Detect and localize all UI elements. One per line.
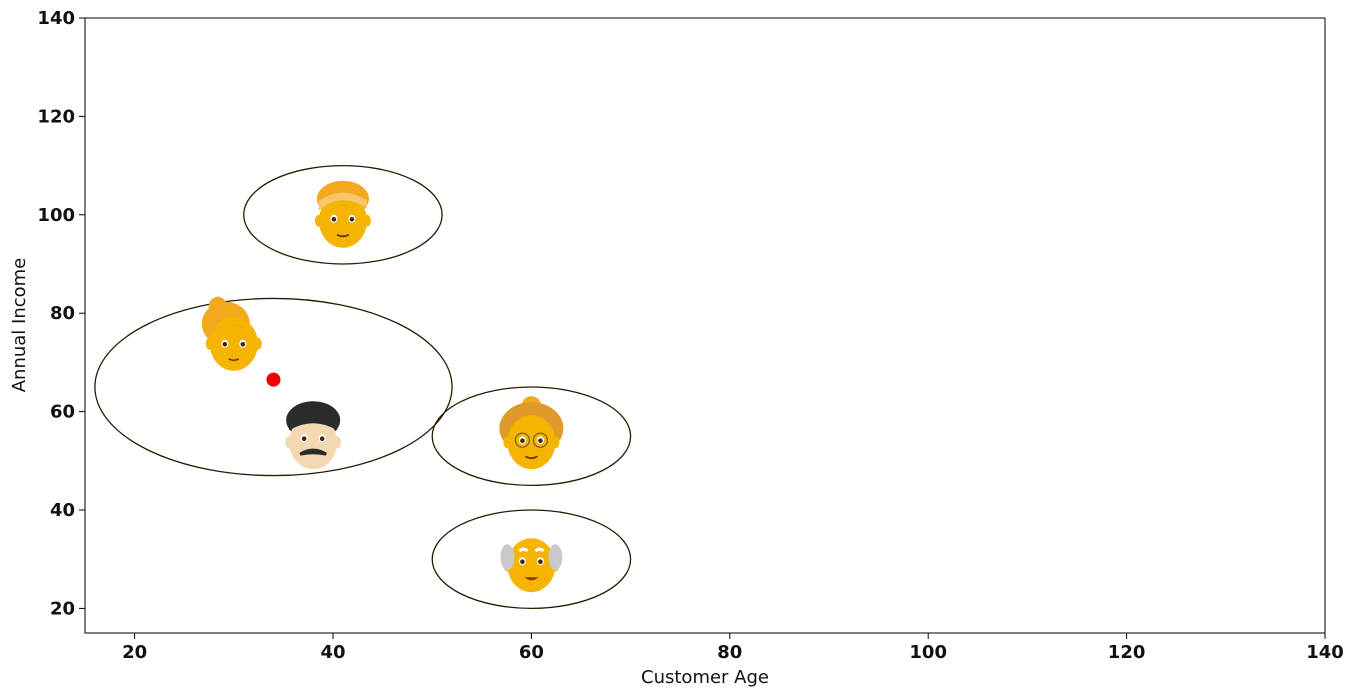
x-tick-label: 20 [122, 642, 147, 663]
face [289, 415, 338, 470]
ear [205, 337, 214, 350]
man-mustache-icon [285, 401, 342, 470]
y-tick-label: 60 [50, 402, 75, 423]
y-tick-label: 80 [50, 303, 75, 324]
pupil [538, 438, 543, 443]
old-woman-icon [499, 396, 564, 470]
pupil [331, 217, 337, 222]
pupil [520, 559, 525, 564]
woman-blonde-icon [201, 296, 262, 371]
bangs [208, 324, 259, 336]
cluster-ellipse [94, 297, 453, 477]
x-tick-label: 140 [1306, 642, 1344, 663]
y-tick-label: 140 [37, 8, 75, 29]
y-tick-label: 20 [50, 598, 75, 619]
pupil [349, 217, 355, 222]
x-tick-label: 120 [1108, 642, 1146, 663]
face [318, 193, 367, 248]
ear [362, 214, 371, 227]
hairline [318, 192, 367, 211]
face [209, 316, 258, 371]
y-tick-label: 120 [37, 106, 75, 127]
mouth [336, 233, 350, 238]
y-axis-title: Annual Income [9, 258, 30, 393]
pupil [222, 342, 228, 347]
ear [285, 436, 294, 449]
cluster-ellipse [243, 164, 443, 265]
face [507, 415, 556, 470]
pupil [538, 559, 543, 564]
old-man-icon [500, 538, 563, 593]
x-tick-label: 60 [519, 642, 544, 663]
x-axis-title: Customer Age [641, 667, 769, 688]
ear [314, 214, 323, 227]
y-tick-label: 40 [50, 500, 75, 521]
cluster-ellipses [94, 164, 632, 610]
ear [333, 436, 342, 449]
mouth [524, 577, 539, 581]
cluster-ellipse [431, 509, 632, 610]
x-tick-label: 40 [320, 642, 345, 663]
pupil [240, 342, 246, 347]
man-blonde-icon [314, 180, 371, 248]
pupil [301, 436, 307, 441]
y-tick-label: 100 [37, 205, 75, 226]
glasses [514, 432, 531, 448]
x-tick-label: 80 [717, 642, 742, 663]
ear [503, 436, 512, 449]
axis-ticks: 20 40 60 80 100 120 140 20 40 60 80 100 120 140 [37, 8, 1343, 663]
side-hair [500, 544, 515, 571]
ear [551, 436, 560, 449]
eyebrows [518, 547, 545, 553]
pupil [319, 436, 325, 441]
cluster-ellipse [431, 386, 632, 487]
centroid-marker [266, 372, 281, 387]
mouth [524, 455, 538, 460]
face [507, 538, 556, 593]
ear [253, 337, 262, 350]
hairline [289, 414, 338, 431]
mustache [299, 448, 327, 456]
plot-area [84, 17, 1326, 634]
data-points [201, 180, 564, 593]
hair-bun [208, 296, 227, 315]
glasses [532, 432, 549, 448]
pupil [520, 438, 525, 443]
side-hair [548, 544, 563, 571]
mouth [228, 358, 240, 362]
x-tick-label: 100 [909, 642, 947, 663]
